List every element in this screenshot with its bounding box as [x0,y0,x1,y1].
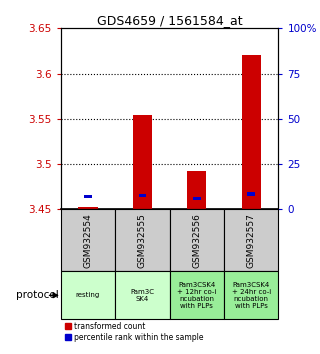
Title: GDS4659 / 1561584_at: GDS4659 / 1561584_at [97,14,243,27]
Bar [247,192,255,196]
Text: GSM932556: GSM932556 [192,213,201,268]
Legend: transformed count, percentile rank within the sample: transformed count, percentile rank withi… [65,322,203,342]
Bar [170,271,224,319]
Text: Pam3C
SK4: Pam3C SK4 [131,289,154,302]
Bar [115,271,170,319]
Bar [187,171,206,209]
Text: Pam3CSK4
+ 12hr co-i
ncubation
with PLPs: Pam3CSK4 + 12hr co-i ncubation with PLPs [177,282,217,309]
Text: protocol: protocol [16,290,59,300]
Bar [170,209,224,271]
Bar [84,195,92,198]
Bar [78,207,98,209]
Text: Pam3CSK4
+ 24hr co-i
ncubation
with PLPs: Pam3CSK4 + 24hr co-i ncubation with PLPs [232,282,271,309]
Text: resting: resting [76,292,100,298]
Text: GSM932557: GSM932557 [247,213,256,268]
Bar [242,55,261,209]
Text: GSM932555: GSM932555 [138,213,147,268]
Bar [115,209,170,271]
Bar [61,209,115,271]
Bar [61,271,115,319]
Bar [139,194,146,198]
Bar [224,271,278,319]
Bar [224,209,278,271]
Text: GSM932554: GSM932554 [84,213,92,268]
Bar [133,115,152,209]
Bar [193,196,201,200]
